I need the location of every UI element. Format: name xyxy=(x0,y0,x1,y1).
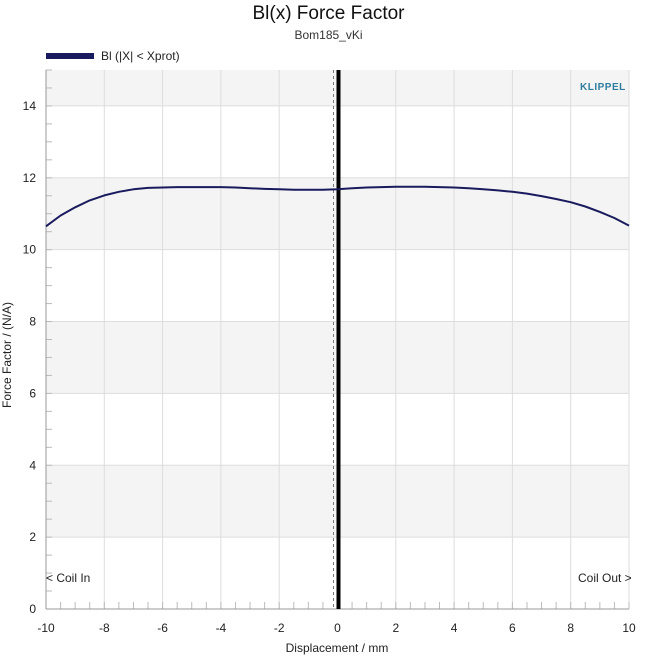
y-tick-label: 14 xyxy=(23,99,37,113)
x-tick-label: -6 xyxy=(157,621,168,635)
klippel-logo: KLIPPEL xyxy=(580,82,626,93)
y-tick-label: 6 xyxy=(29,386,36,400)
x-tick-label: -10 xyxy=(37,621,55,635)
x-tick-label: 10 xyxy=(622,621,636,635)
x-tick-label: 4 xyxy=(451,621,458,635)
y-axis-label: Force Factor / (N/A) xyxy=(0,302,14,408)
x-tick-label: 6 xyxy=(509,621,516,635)
x-tick-label: -2 xyxy=(274,621,285,635)
chart-title: Bl(x) Force Factor xyxy=(252,3,405,24)
x-tick-label: 8 xyxy=(567,621,574,635)
x-tick-label: 2 xyxy=(392,621,399,635)
x-tick-label: -4 xyxy=(216,621,227,635)
x-tick-label: 0 xyxy=(334,621,341,635)
axes xyxy=(45,70,629,610)
legend-label: Bl (|X| < Xprot) xyxy=(101,49,180,63)
x-tick-labels: -10 -8 -6 -4 -2 0 2 4 6 8 10 xyxy=(37,621,636,635)
bl-series-line xyxy=(45,185,630,228)
series-layer xyxy=(45,185,630,228)
x-tick-label: -8 xyxy=(99,621,110,635)
y-tick-label: 8 xyxy=(29,315,36,329)
y-tick-label: 2 xyxy=(29,530,36,544)
coil-out-label: Coil Out > xyxy=(578,571,632,585)
x-axis-label: Displacement / mm xyxy=(286,641,389,655)
coil-in-label: < Coil In xyxy=(46,571,90,585)
y-tick-label: 10 xyxy=(23,243,37,257)
y-tick-labels: 0 2 4 6 8 10 12 14 xyxy=(23,99,37,616)
y-tick-label: 12 xyxy=(23,171,37,185)
chart-subtitle: Bom185_vKi xyxy=(294,28,363,42)
legend-swatch xyxy=(46,53,94,59)
y-tick-label: 0 xyxy=(29,602,36,616)
legend: Bl (|X| < Xprot) xyxy=(46,49,180,63)
y-tick-label: 4 xyxy=(29,458,36,472)
